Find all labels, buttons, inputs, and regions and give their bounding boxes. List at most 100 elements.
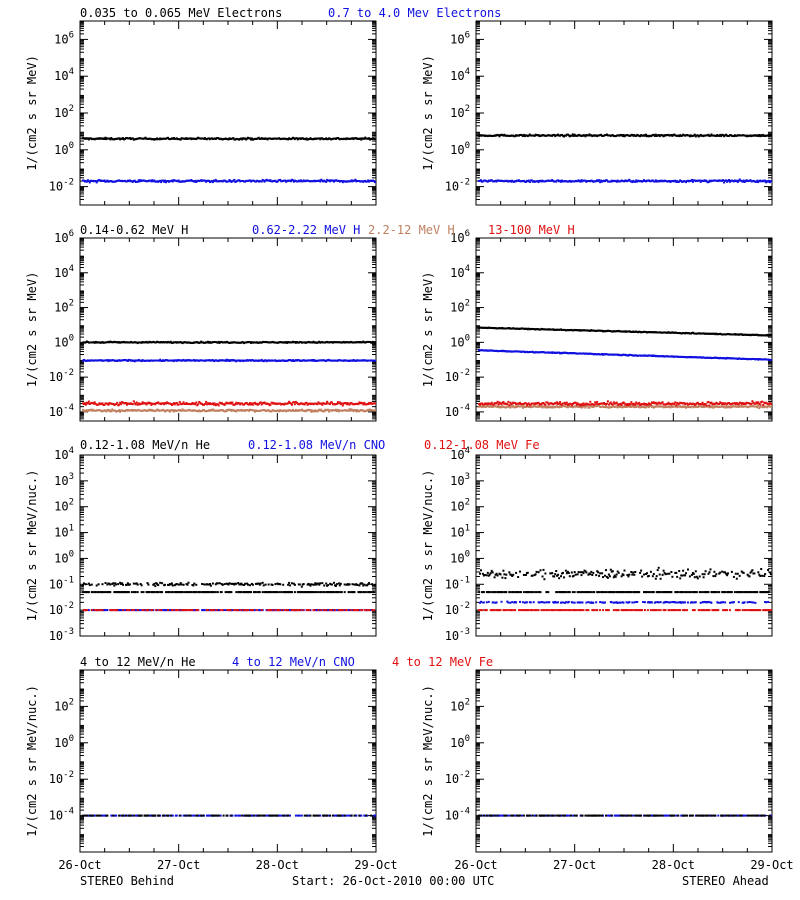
data-point (626, 403, 629, 405)
data-point (157, 401, 160, 404)
data-point (295, 137, 298, 140)
data-point (163, 180, 166, 183)
data-point (502, 401, 505, 403)
data-point (234, 403, 237, 406)
data-points (82, 133, 772, 817)
data-point (525, 404, 528, 407)
data-point (97, 403, 100, 406)
data-point (588, 403, 591, 406)
data-point (609, 401, 612, 404)
data-point (323, 410, 326, 413)
data-point (770, 334, 772, 337)
data-series (82, 178, 376, 184)
data-point (500, 406, 503, 409)
data-point (357, 403, 360, 406)
data-point (204, 402, 207, 405)
data-point (169, 340, 172, 343)
data-point (560, 180, 562, 183)
data-point (287, 138, 290, 141)
data-point (178, 401, 181, 403)
data-point (540, 403, 543, 406)
data-point (367, 403, 370, 406)
data-point (705, 179, 708, 182)
data-point (581, 406, 584, 409)
data-point (724, 406, 727, 409)
data-point (211, 402, 214, 405)
data-point (712, 406, 715, 409)
data-point (374, 181, 376, 184)
data-point (723, 181, 726, 184)
data-point (115, 403, 118, 406)
data-point (710, 406, 713, 409)
data-point (627, 404, 630, 407)
data-point (233, 178, 236, 181)
data-point (150, 180, 153, 183)
data-point (498, 135, 501, 138)
data-point (558, 406, 561, 409)
data-point (590, 404, 593, 407)
data-point (635, 401, 638, 404)
data-point (690, 178, 693, 181)
data-point (768, 179, 770, 182)
data-point (352, 410, 355, 413)
data-point (547, 405, 550, 408)
data-point (150, 403, 153, 406)
data-point (559, 404, 562, 407)
data-point (149, 402, 152, 404)
data-point (571, 133, 574, 136)
data-point (214, 178, 217, 181)
data-point (278, 410, 281, 413)
data-point (615, 401, 618, 404)
data-point (250, 137, 253, 140)
data-point (575, 403, 578, 406)
data-point (341, 181, 344, 184)
data-point (347, 409, 350, 412)
data-point (345, 403, 348, 406)
data-point (653, 180, 656, 183)
data-point (248, 403, 250, 406)
data-point (507, 400, 510, 403)
data-point (756, 179, 759, 182)
data-point (669, 406, 672, 409)
data-point (195, 181, 198, 183)
data-point (722, 134, 725, 137)
data-point (305, 137, 308, 140)
data-point (359, 137, 362, 140)
data-point (522, 133, 525, 136)
data-point (107, 408, 110, 411)
data-point (758, 134, 761, 136)
panel-frame (475, 669, 773, 853)
panel-frame (475, 20, 773, 206)
data-point (366, 180, 369, 183)
data-point (120, 403, 123, 406)
data-point (755, 180, 758, 183)
data-point (110, 137, 113, 139)
data-point (292, 401, 295, 404)
data-point (582, 402, 585, 405)
data-point (600, 179, 603, 182)
data-point (628, 178, 631, 181)
data-point (735, 179, 738, 182)
data-point (757, 404, 760, 407)
data-point (514, 402, 517, 404)
data-point (757, 181, 760, 184)
data-point (104, 136, 107, 139)
data-point (320, 402, 323, 405)
data-point (126, 137, 129, 140)
data-point (584, 179, 587, 182)
data-point (737, 179, 740, 182)
data-point (155, 409, 158, 412)
data-point (580, 179, 583, 182)
data-point (528, 181, 531, 183)
data-point (290, 180, 292, 183)
data-point (360, 138, 363, 141)
data-point (530, 179, 533, 182)
data-point (524, 181, 527, 183)
data-point (594, 401, 597, 404)
data-point (159, 358, 162, 361)
data-point (720, 135, 723, 138)
data-point (758, 407, 761, 410)
data-point (252, 409, 255, 412)
data-point (612, 401, 615, 404)
data-point (181, 408, 184, 411)
